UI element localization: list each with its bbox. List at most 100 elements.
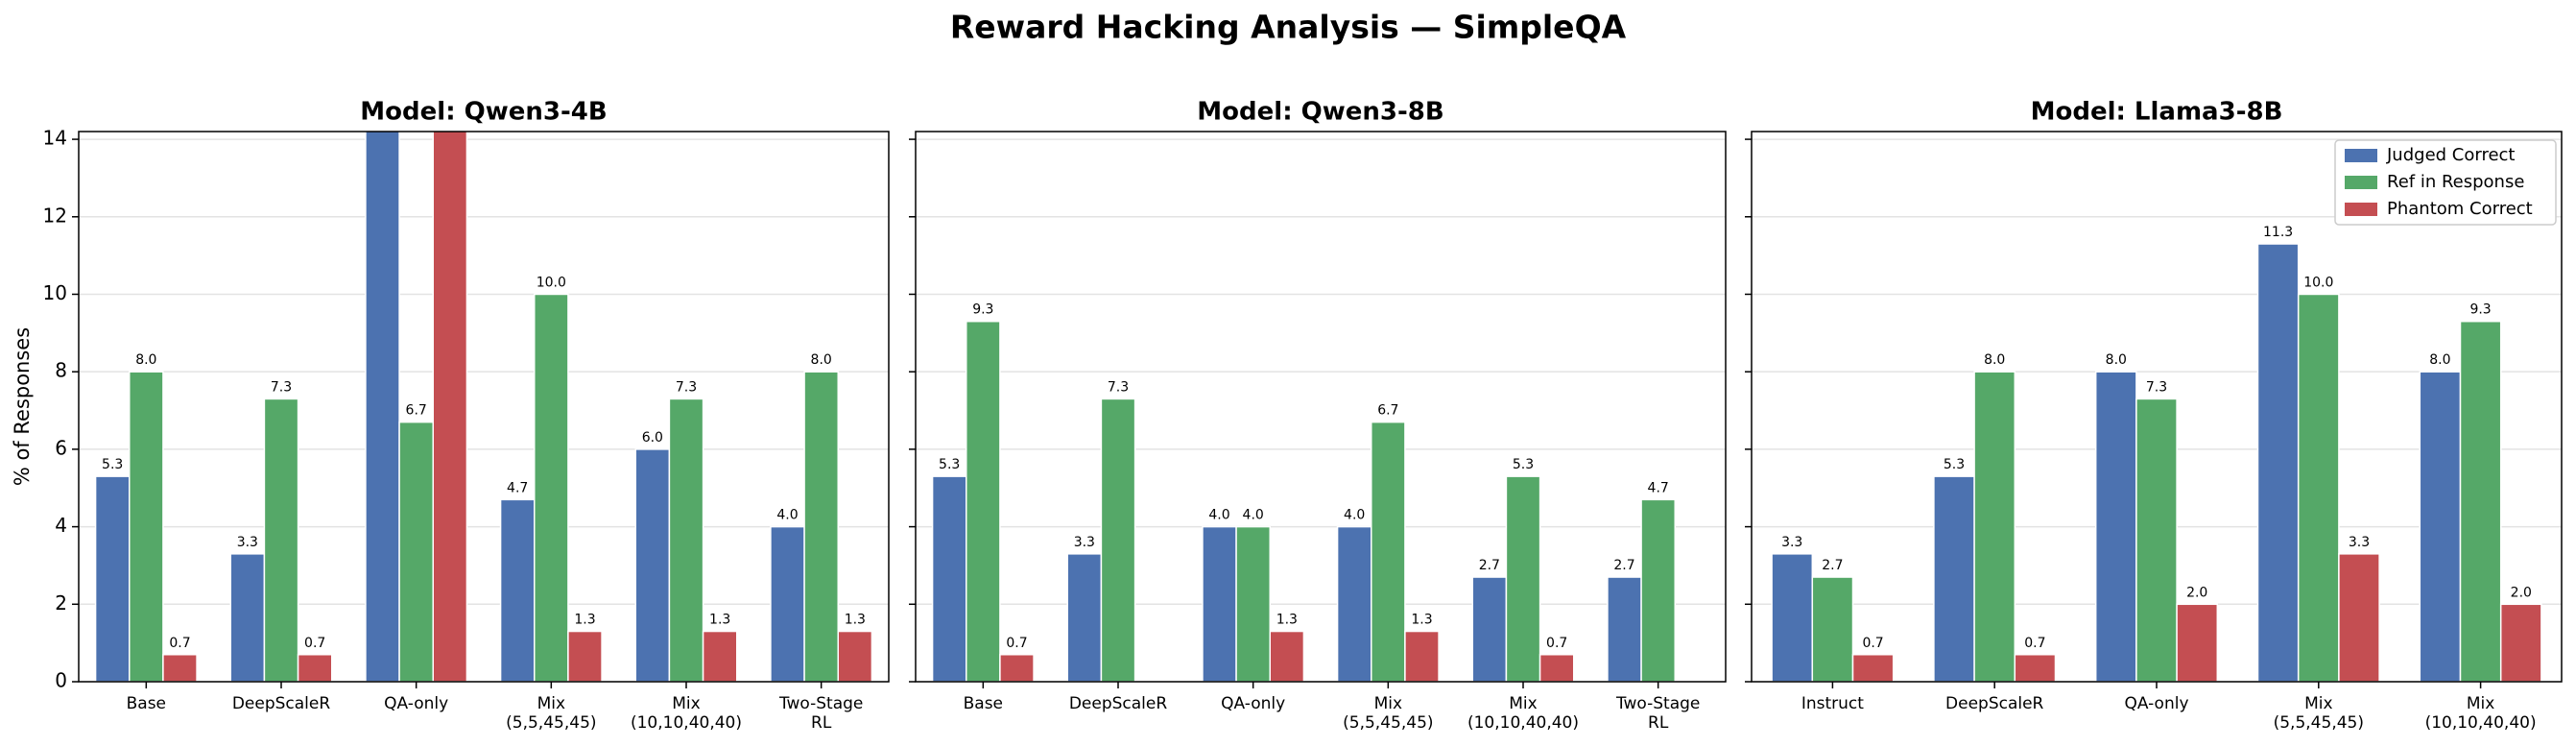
bar xyxy=(1811,576,1854,682)
bar xyxy=(432,132,468,682)
y-tick-label: 14 xyxy=(43,127,67,150)
legend-swatch xyxy=(2345,149,2377,162)
axes-frame xyxy=(78,131,890,683)
panel-title: Model: Qwen3-8B xyxy=(1197,98,1443,127)
value-label: 4.0 xyxy=(776,508,798,523)
value-label: 10.0 xyxy=(537,275,566,290)
bar xyxy=(1538,654,1575,682)
bar xyxy=(1471,576,1508,682)
value-label: 0.7 xyxy=(1006,636,1027,651)
x-tick-label: DeepScaleR xyxy=(1069,694,1168,713)
bar xyxy=(999,654,1035,682)
value-label: 9.3 xyxy=(972,302,993,318)
bar xyxy=(2419,371,2462,682)
y-tick-label: 10 xyxy=(43,281,67,304)
value-label: 2.0 xyxy=(2511,585,2532,600)
bar xyxy=(263,398,299,682)
plot-area: 5.3 8.0 0.7 3.3 7.3 0.7 6.7 4.7 10.0 1.3 6.0 7.3 1.3… xyxy=(94,132,873,682)
value-label: 7.3 xyxy=(676,379,697,395)
bar xyxy=(365,132,400,682)
x-tick-label: Two-Stage RL xyxy=(1615,694,1700,733)
panel-title: Model: Qwen3-4B xyxy=(360,98,607,127)
value-label: 6.7 xyxy=(1377,403,1398,419)
value-label: 2.0 xyxy=(2186,585,2207,600)
bar xyxy=(1404,630,1440,682)
x-tick-label: QA-only xyxy=(1221,694,1285,713)
value-label: 4.0 xyxy=(1208,508,1229,523)
y-tick-label: 4 xyxy=(55,514,67,537)
value-label: 3.3 xyxy=(1781,535,1802,550)
y-tick-label: 6 xyxy=(55,436,67,459)
value-label: 9.3 xyxy=(2469,302,2491,318)
bar xyxy=(1235,525,1272,682)
value-label: 8.0 xyxy=(135,352,156,368)
bar xyxy=(162,654,198,682)
bar xyxy=(1640,498,1677,682)
value-label: 2.7 xyxy=(1822,558,1843,573)
bar xyxy=(129,371,164,682)
bar xyxy=(1371,421,1406,682)
y-axis-label: % of Responses xyxy=(11,327,34,486)
x-tick-label: Mix (5,5,45,45) xyxy=(1343,694,1433,733)
value-label: 7.3 xyxy=(1108,379,1129,395)
y-tick-label: 12 xyxy=(43,204,67,227)
value-label: 10.0 xyxy=(2303,275,2333,290)
bar xyxy=(1505,475,1541,682)
bar xyxy=(229,553,266,682)
figure-title: Reward Hacking Analysis — SimpleQA xyxy=(950,9,1627,46)
value-label: 0.7 xyxy=(1862,636,1883,651)
value-label: 8.0 xyxy=(1984,352,2005,368)
value-label: 4.7 xyxy=(507,480,528,495)
value-label: 7.3 xyxy=(271,379,292,395)
bar xyxy=(1336,525,1372,682)
value-label: 3.3 xyxy=(2349,535,2370,550)
value-label: 0.7 xyxy=(1546,636,1567,651)
legend-swatch xyxy=(2345,176,2377,189)
bar xyxy=(2176,603,2219,682)
value-label: 8.0 xyxy=(811,352,832,368)
bar xyxy=(668,398,704,682)
bar xyxy=(702,630,738,682)
bar xyxy=(499,498,536,682)
bar xyxy=(2338,553,2380,682)
value-label: 0.7 xyxy=(2024,636,2045,651)
legend-label: Judged Correct xyxy=(2386,145,2516,165)
value-label: 1.3 xyxy=(1276,613,1298,628)
bar xyxy=(1100,398,1136,682)
x-tick-label: QA-only xyxy=(2124,694,2188,713)
x-tick-label: DeepScaleR xyxy=(232,694,331,713)
bar xyxy=(1771,553,1814,682)
value-label: 4.7 xyxy=(1648,480,1669,495)
bar xyxy=(1066,553,1103,682)
legend-label: Phantom Correct xyxy=(2387,199,2533,219)
bar xyxy=(1973,371,2016,682)
bar xyxy=(1202,525,1237,682)
bar xyxy=(567,630,603,682)
value-label: 5.3 xyxy=(102,457,123,472)
value-label: 0.7 xyxy=(169,636,190,651)
value-label: 3.3 xyxy=(1074,535,1095,550)
x-tick-label: Two-Stage RL xyxy=(778,694,863,733)
value-label: 4.0 xyxy=(1243,508,1264,523)
value-label: 1.3 xyxy=(845,613,866,628)
x-tick-label: Mix (10,10,40,40) xyxy=(2425,694,2537,733)
bar xyxy=(2499,603,2542,682)
value-label: 5.3 xyxy=(939,457,960,472)
bar xyxy=(770,525,805,682)
value-label: 1.3 xyxy=(1411,613,1432,628)
x-tick-label: Mix (5,5,45,45) xyxy=(2274,694,2364,733)
bar xyxy=(837,630,873,682)
bar xyxy=(297,654,333,682)
value-label: 0.7 xyxy=(304,636,325,651)
x-tick-label: QA-only xyxy=(384,694,448,713)
x-tick-label: Base xyxy=(964,694,1003,713)
bar xyxy=(2094,371,2137,682)
value-label: 1.3 xyxy=(709,613,730,628)
bar xyxy=(2297,293,2340,682)
x-tick-label: Instruct xyxy=(1801,694,1864,713)
bar xyxy=(2256,243,2300,682)
bar xyxy=(966,320,1001,682)
x-tick-label: Base xyxy=(127,694,166,713)
value-label: 4.0 xyxy=(1344,508,1365,523)
value-label: 8.0 xyxy=(2106,352,2127,368)
